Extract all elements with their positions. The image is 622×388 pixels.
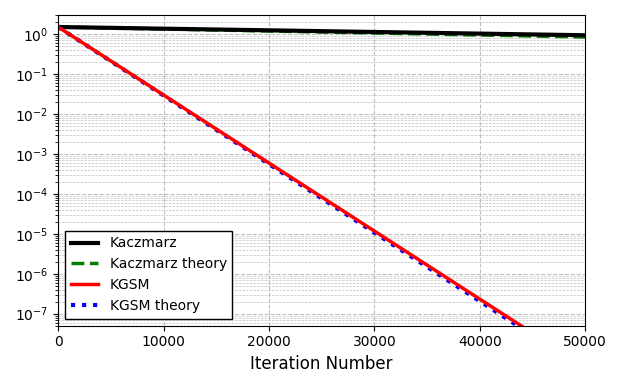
Line: KGSM theory: KGSM theory (58, 27, 585, 370)
KGSM (267, 162, 275, 167)
KGSM (108, 59, 116, 64)
Kaczmarz theory (475, 33, 482, 37)
Kaczmarz (108, 26, 116, 30)
KGSM theory (108, 60, 116, 64)
Kaczmarz theory (55, 25, 62, 29)
Kaczmarz theory (108, 26, 116, 30)
Legend: Kaczmarz, Kaczmarz theory, KGSM, KGSM theory: Kaczmarz, Kaczmarz theory, KGSM, KGSM th… (65, 231, 233, 319)
Kaczmarz (287, 28, 294, 33)
Kaczmarz (55, 25, 62, 29)
Kaczmarz (465, 31, 473, 36)
KGSM (465, 290, 473, 294)
KGSM theory (267, 163, 275, 168)
KGSM (55, 25, 62, 29)
X-axis label: Iteration Number: Iteration Number (251, 355, 393, 373)
KGSM theory (55, 25, 62, 29)
KGSM theory (287, 176, 294, 180)
Kaczmarz theory (582, 35, 589, 39)
KGSM theory (582, 367, 589, 372)
Kaczmarz (267, 28, 275, 33)
Kaczmarz theory (267, 29, 275, 33)
KGSM (475, 296, 482, 301)
KGSM (582, 365, 589, 369)
KGSM theory (475, 298, 482, 303)
Kaczmarz theory (416, 31, 424, 36)
Kaczmarz (475, 31, 482, 36)
KGSM theory (416, 260, 424, 265)
Kaczmarz (582, 33, 589, 38)
Line: KGSM: KGSM (58, 27, 585, 367)
KGSM (287, 175, 294, 179)
Kaczmarz (416, 30, 424, 35)
KGSM (416, 258, 424, 263)
Kaczmarz theory (287, 29, 294, 34)
Line: Kaczmarz theory: Kaczmarz theory (58, 27, 585, 37)
KGSM theory (465, 292, 473, 296)
Kaczmarz theory (465, 33, 473, 37)
Line: Kaczmarz: Kaczmarz (58, 27, 585, 35)
